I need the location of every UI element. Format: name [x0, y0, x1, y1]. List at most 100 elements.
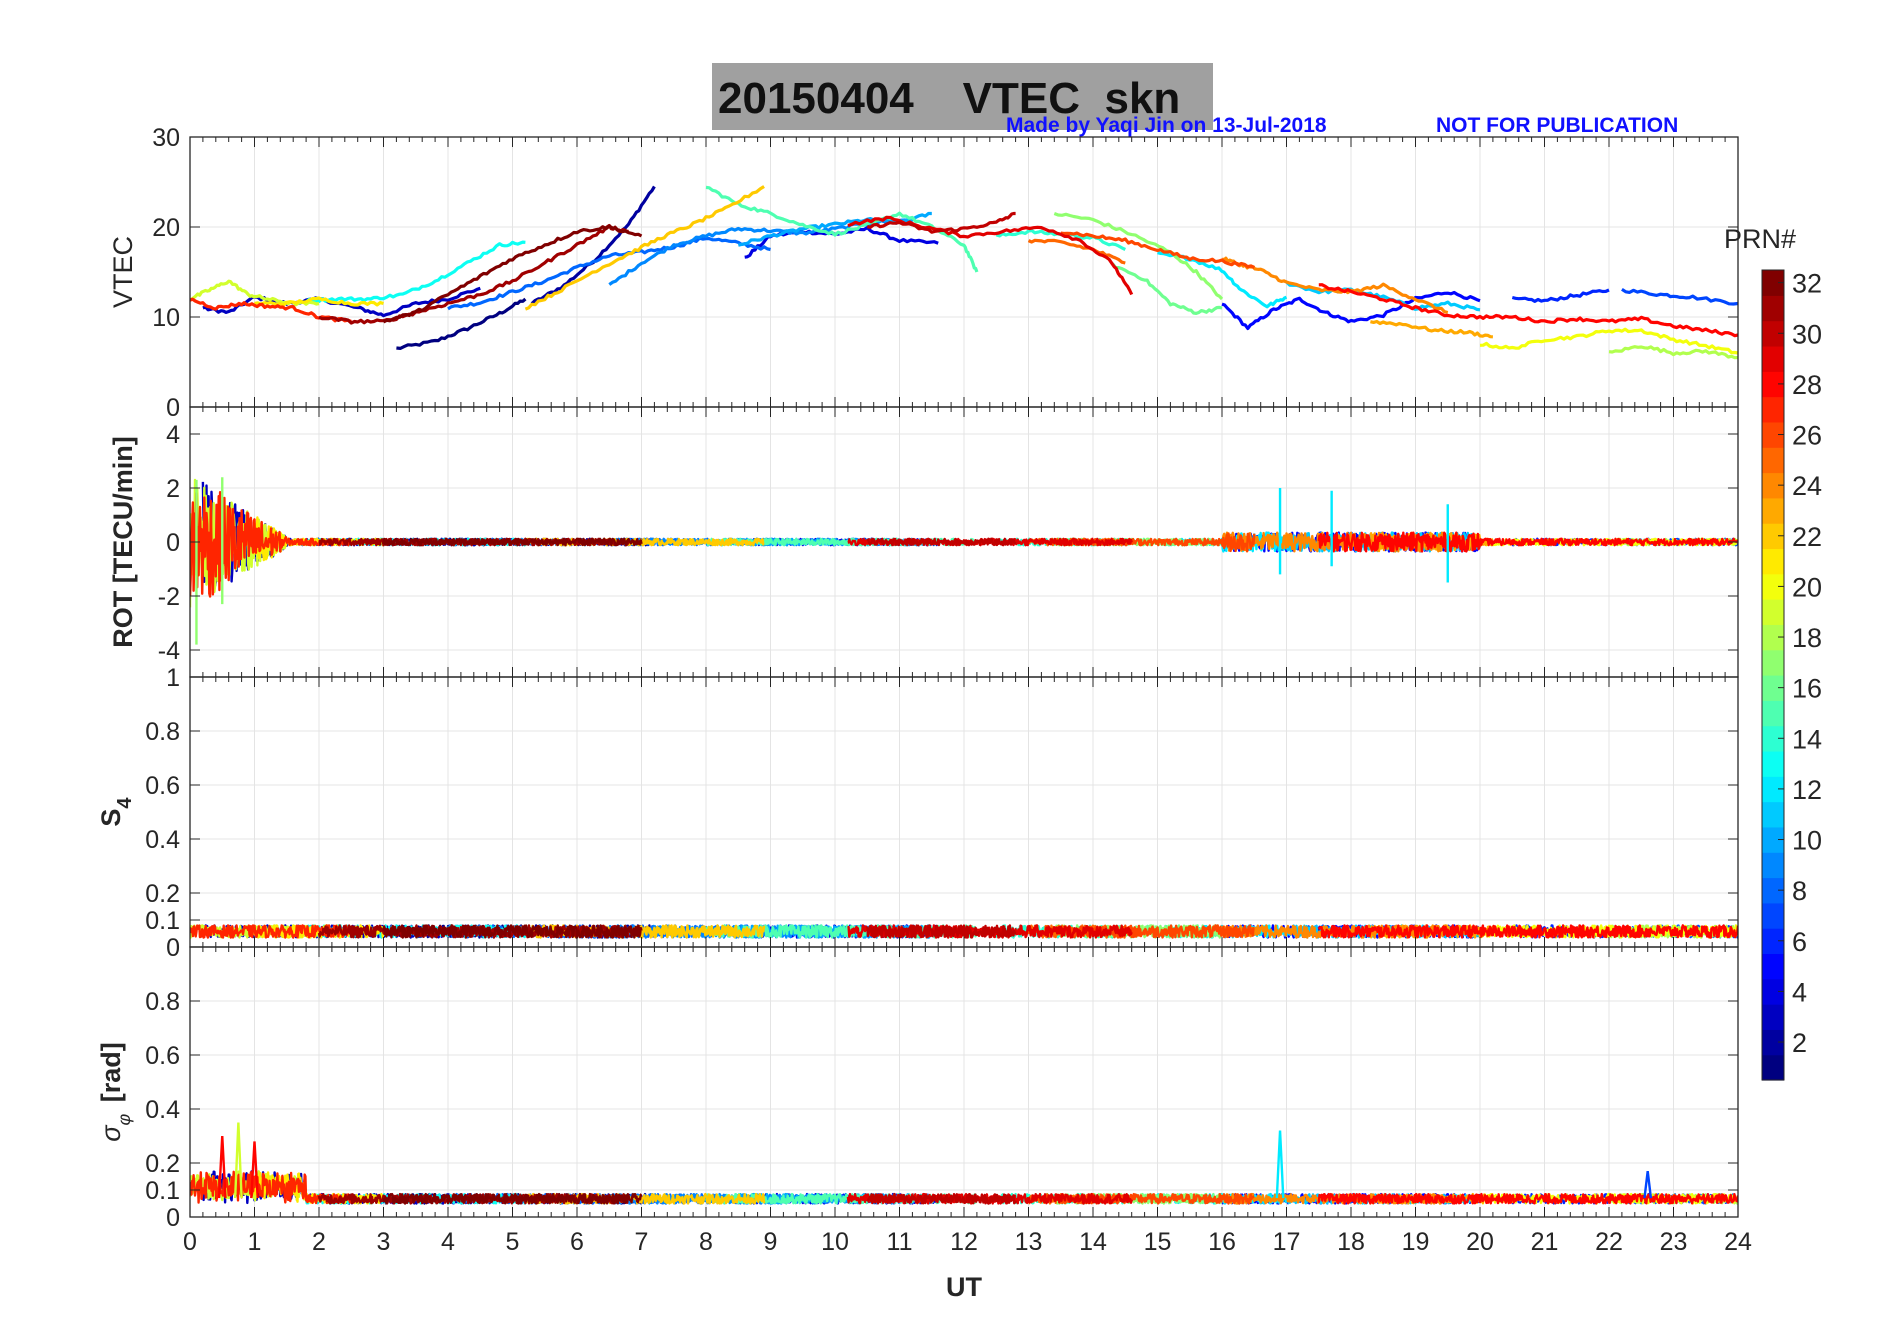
y-tick-label: 0.2 [145, 880, 180, 908]
x-tick-label: 13 [1015, 1228, 1043, 1256]
vtec-line-prn-1 [396, 297, 527, 350]
sigma-peak [217, 1135, 227, 1199]
colorbar-band [1762, 396, 1784, 423]
panel-3-line-prn-31 [317, 1192, 630, 1205]
title-background [712, 63, 1213, 130]
x-tick-label: 1 [248, 1228, 262, 1256]
panel-1-line-prn-28 [1317, 531, 1738, 553]
y-tick-label: -2 [158, 583, 180, 611]
vtec-line-prn-17 [1053, 212, 1224, 301]
y-tick-label: 0.6 [145, 1042, 180, 1070]
sigma-peak [1643, 1170, 1653, 1199]
y-axis-label-1: ROT [TECU/min] [108, 436, 138, 647]
vtec-line-prn-7 [1621, 287, 1738, 306]
vtec-line-prn-6 [1511, 288, 1610, 303]
colorbar-band [1762, 649, 1784, 676]
y-tick-label: 0.2 [145, 1150, 180, 1178]
colorbar-tick-label: 32 [1792, 269, 1822, 299]
panel-1-series-group [190, 477, 1738, 645]
y-tick-label: 0.1 [145, 1177, 180, 1205]
y-tick-label: 4 [166, 421, 180, 449]
y-tick-label: 0.6 [145, 772, 180, 800]
y-tick-label: 2 [166, 475, 180, 503]
title-date: 20150404 [718, 74, 914, 123]
colorbar-band [1762, 523, 1784, 550]
panel-2-series-group [190, 924, 1738, 939]
x-tick-label: 14 [1079, 1228, 1107, 1256]
vtec-line-prn-23 [1370, 319, 1493, 339]
colorbar-band [1762, 472, 1784, 499]
x-tick-label: 0 [183, 1228, 197, 1256]
y-tick-label: 0.1 [145, 907, 180, 935]
colorbar-tick-label: 26 [1792, 421, 1822, 451]
panel-3-line-prn-32 [382, 1192, 643, 1205]
y-axis-label-3: σφ [rad] [96, 1042, 134, 1142]
colorbar-tick-label: 10 [1792, 826, 1822, 856]
sigma-peak [233, 1122, 243, 1199]
colorbar-band [1762, 725, 1784, 752]
y-tick-label: 0 [166, 529, 180, 557]
y-axis-label-0: VTEC [108, 236, 138, 308]
vtec-line-prn-28 [1318, 283, 1738, 338]
colorbar-tick-label: 24 [1792, 471, 1822, 501]
x-tick-label: 19 [1402, 1228, 1430, 1256]
vtec-series-group [190, 185, 1738, 360]
vtec-line-prn-26 [1060, 231, 1255, 269]
x-tick-label: 21 [1531, 1228, 1559, 1256]
y-tick-label: 0 [166, 1204, 180, 1232]
x-tick-label: 3 [377, 1228, 391, 1256]
x-tick-label: 24 [1724, 1228, 1752, 1256]
x-tick-label: 5 [506, 1228, 520, 1256]
x-tick-label: 15 [1144, 1228, 1172, 1256]
colorbar-band [1762, 928, 1784, 955]
colorbar-band [1762, 345, 1784, 372]
y-tick-label: 0.4 [145, 826, 180, 854]
colorbar-tick-label: 22 [1792, 522, 1822, 552]
y-tick-label: 10 [152, 304, 180, 332]
y-tick-label: 0.4 [145, 1096, 180, 1124]
x-tick-label: 2 [312, 1228, 326, 1256]
colorbar-band [1762, 953, 1784, 980]
panel-3-line-prn-28 [1317, 1192, 1738, 1205]
panel-1-line-prn-30 [866, 537, 1017, 547]
panel-3-line-prn-26 [1059, 1192, 1255, 1205]
vtec-line-prn-5 [1221, 290, 1481, 331]
colorbar-tick-label: 6 [1792, 927, 1807, 957]
vtec-line-prn-22 [524, 185, 765, 311]
y-tick-label: 20 [152, 214, 180, 242]
panel-2-line-prn-28 [1317, 924, 1738, 939]
colorbar-frame [1761, 269, 1785, 1081]
colorbar-tick-label: 30 [1792, 319, 1822, 349]
colorbar-band [1762, 295, 1784, 322]
x-axis-label: UT [946, 1272, 982, 1302]
colorbar-band [1762, 1004, 1784, 1030]
x-tick-label: 8 [699, 1228, 713, 1256]
vtec-line-prn-11 [1285, 280, 1481, 312]
colorbar-tick-label: 2 [1792, 1028, 1807, 1058]
x-tick-label: 9 [764, 1228, 778, 1256]
panel-3-series-group [190, 1122, 1738, 1205]
colorbar-band [1762, 421, 1784, 448]
panel-3-line-prn-30 [866, 1192, 1017, 1205]
title-label: VTEC skn [962, 74, 1181, 123]
vtec-line-prn-21 [254, 296, 384, 307]
colorbar-band [1762, 548, 1784, 575]
colorbar-band [1762, 776, 1784, 803]
colorbar-band [1762, 750, 1784, 777]
vtec-line-prn-25 [1027, 238, 1126, 265]
colorbar-tick-label: 8 [1792, 876, 1807, 906]
x-tick-label: 20 [1466, 1228, 1494, 1256]
vtec-line-prn-15 [705, 185, 979, 273]
chart-title: 20150404 VTEC skn [718, 74, 1180, 124]
x-tick-label: 11 [887, 1228, 913, 1256]
vtec-line-prn-32 [382, 224, 643, 324]
vtec-line-prn-16 [1111, 262, 1223, 315]
x-tick-label: 16 [1208, 1228, 1236, 1256]
colorbar-band [1762, 675, 1784, 701]
x-tick-label: 23 [1660, 1228, 1688, 1256]
colorbar-band [1762, 497, 1784, 524]
x-tick-label: 4 [441, 1228, 455, 1256]
panel-2-line-prn-32 [382, 924, 643, 939]
colorbar-tick-label: 14 [1792, 724, 1822, 754]
